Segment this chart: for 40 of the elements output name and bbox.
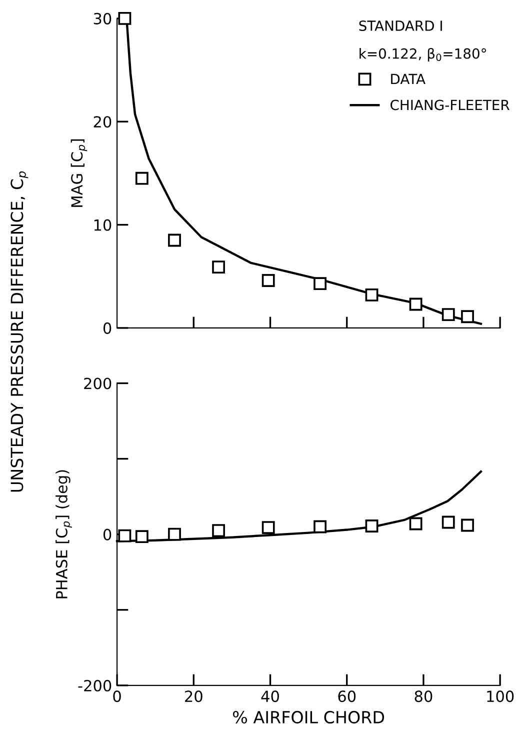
point [168, 234, 181, 247]
text: UNSTEADY PRESSURE DIFFERENCE, C$_{p}$ [10, 171, 28, 492]
point [135, 530, 148, 544]
x-tick-label: 100 [487, 690, 514, 702]
point [365, 520, 378, 532]
x-tick-label: 20 [185, 690, 202, 702]
point [314, 277, 327, 290]
y-tick-label: 30 [94, 12, 112, 24]
point [442, 516, 455, 529]
x-tick-label: 80 [414, 690, 432, 702]
x-tick-label: 60 [338, 690, 356, 702]
y-tick-label: -200 [78, 680, 112, 692]
point [262, 274, 275, 287]
point [461, 518, 474, 532]
y-axis-title: PHASE [C$_{p}$] (deg) [56, 470, 72, 598]
legend-label: DATA [391, 74, 426, 84]
point [409, 298, 422, 311]
point [314, 520, 327, 534]
point [365, 288, 378, 302]
y-tick-label: 0 [103, 322, 112, 334]
legend-label: CHIANG-FLEETER [390, 100, 510, 110]
x-axis-title: % AIRFOIL CHORD [233, 710, 384, 724]
point [212, 524, 226, 538]
y-tick-label: 200 [84, 378, 112, 390]
y-tick-label: 10 [94, 219, 112, 231]
y-tick-label: 20 [94, 116, 112, 128]
legend-title: STANDARD I [359, 20, 442, 32]
point [442, 308, 455, 322]
x-tick-label: 40 [261, 690, 279, 702]
point [212, 260, 226, 274]
point [118, 529, 132, 542]
point [409, 517, 422, 530]
y-axis-title: MAG [C$_{p}$] [70, 139, 88, 207]
y-tick-label: 0 [103, 528, 112, 540]
x-tick-label: 0 [113, 690, 121, 702]
point [262, 521, 275, 534]
annotation: k=0.122, β$_{0}$=180° [360, 48, 486, 62]
point [135, 172, 148, 185]
point [168, 528, 181, 541]
point [461, 310, 474, 324]
